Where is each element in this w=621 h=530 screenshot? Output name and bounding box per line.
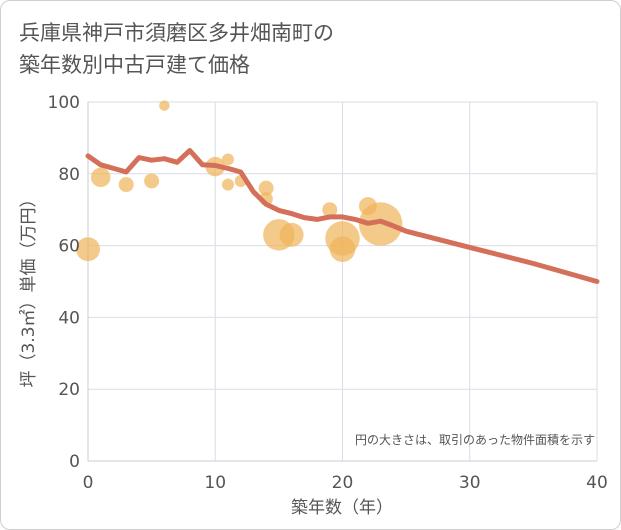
y-tick-label: 0: [69, 452, 80, 472]
trend-line: [85, 148, 600, 284]
x-tick-label: 40: [586, 473, 608, 493]
data-point: [258, 180, 274, 196]
data-point: [118, 177, 134, 193]
x-tick-label: 0: [83, 473, 94, 493]
tick-labels: 0 20 40 60 80 100 0 10 20 30 40: [48, 93, 608, 493]
y-tick-label: 60: [58, 237, 80, 257]
data-point: [329, 236, 356, 262]
data-point: [76, 237, 100, 262]
y-tick-label: 20: [58, 380, 80, 400]
y-tick-label: 80: [58, 165, 80, 185]
x-tick-label: 20: [332, 473, 354, 493]
data-point: [90, 167, 111, 188]
x-tick-label: 10: [204, 473, 226, 493]
size-legend-note: 円の大きさは、取引のあった物件面積を示す: [355, 432, 595, 447]
data-point: [358, 202, 403, 246]
data-point: [279, 222, 304, 247]
data-point: [221, 178, 234, 191]
chart-title: 兵庫県神戸市須磨区多井畑南町の 築年数別中古戸建て価格: [19, 17, 334, 81]
chart-title-line-1: 兵庫県神戸市須磨区多井畑南町の: [19, 21, 334, 45]
x-tick-label: 30: [459, 473, 481, 493]
data-points: [76, 100, 403, 262]
y-tick-label: 40: [58, 308, 80, 328]
data-point: [322, 202, 338, 218]
x-axis-label: 築年数（年）: [291, 498, 393, 518]
data-point: [159, 100, 170, 111]
trend-line-group: [85, 148, 600, 284]
chart-title-line-2: 築年数別中古戸建て価格: [19, 53, 250, 77]
grid: [87, 101, 598, 462]
data-point: [221, 153, 234, 166]
data-point: [144, 173, 160, 189]
y-tick-label: 100: [48, 93, 80, 113]
y-axis-label: 坪（3.3㎡）単価（万円）: [19, 190, 39, 387]
